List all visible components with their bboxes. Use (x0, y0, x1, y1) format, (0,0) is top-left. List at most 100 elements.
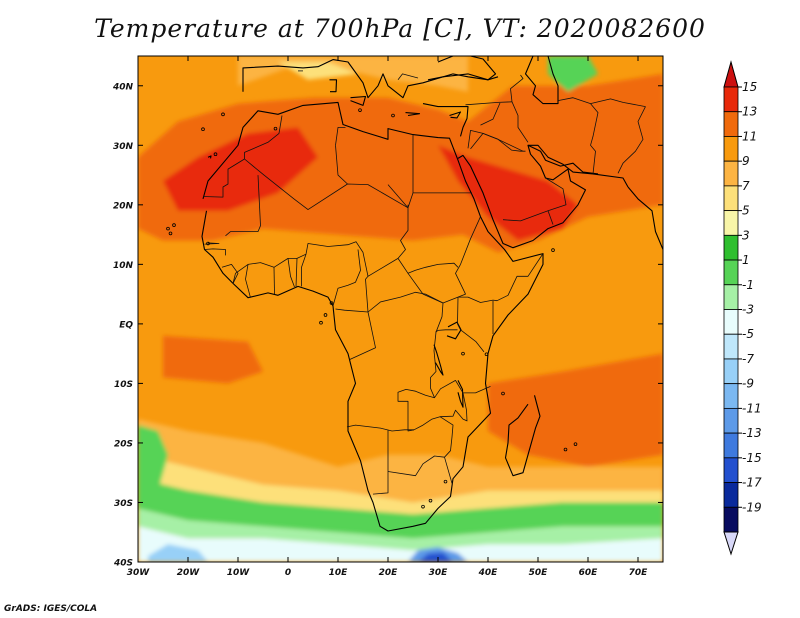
field-region-north-warm (278, 62, 358, 80)
border-b21 (413, 392, 468, 431)
lon-tick-label: 30W (127, 568, 151, 578)
colorbar-swatch (723, 383, 739, 409)
island-9 (443, 479, 448, 484)
border-b34 (465, 101, 513, 106)
island-1 (168, 231, 173, 236)
island-2 (172, 223, 176, 227)
coastline-sicily (350, 95, 367, 106)
coastline-crete (405, 112, 421, 117)
colorbar-swatch (723, 506, 739, 533)
island-14 (573, 442, 578, 446)
border-b37 (470, 132, 526, 152)
lat-tick-label: EQ (119, 320, 133, 330)
colorbar-label: -3 (742, 303, 754, 317)
field-region-south-darkblue (418, 552, 453, 562)
border-b38 (502, 177, 567, 222)
lon-tick-label: 20W (177, 568, 201, 578)
software-credit: GrADS: IGES/COLA (4, 604, 98, 614)
island-19 (206, 241, 210, 246)
border-b14 (367, 291, 444, 432)
coastline-africa (201, 101, 544, 532)
lon-tick-label: 70E (629, 568, 649, 578)
colorbar-swatch (723, 210, 739, 236)
coastline-cyprus (449, 111, 462, 119)
colorbar-label: -7 (742, 352, 754, 366)
colorbar-swatch (723, 309, 739, 335)
border-b27 (273, 267, 275, 295)
colorbar-swatch (723, 234, 739, 261)
coastline-persian-coast (527, 144, 599, 175)
colorbar-swatch (723, 185, 739, 212)
lat-tick-label: 20S (114, 439, 133, 449)
lat-tick-label: 40N (112, 82, 134, 92)
island-7 (421, 504, 425, 509)
field-region-indian-ocean-warm (488, 353, 663, 467)
island-10 (461, 351, 465, 356)
lon-tick-label: 30E (429, 568, 449, 578)
colorbar-swatch (723, 333, 739, 360)
border-b9 (397, 258, 459, 274)
field-region-south-cyan (138, 526, 663, 562)
colorbar-label: -15 (742, 451, 762, 465)
island-8 (428, 498, 433, 503)
coastline-mediterranean-north (242, 59, 499, 99)
island-6 (201, 127, 205, 132)
border-b40 (590, 103, 599, 174)
colorbar-label: 15 (742, 80, 757, 94)
border-b31 (245, 264, 251, 298)
island-11 (484, 352, 489, 357)
colorbar-swatch (723, 432, 739, 459)
border-b22 (439, 416, 454, 458)
colorbar-label: 13 (742, 105, 757, 119)
border-b28 (287, 258, 295, 288)
border-b24 (204, 248, 226, 256)
country-boundaries (166, 56, 663, 532)
lon-tick-label: 50E (529, 568, 549, 578)
border-b10 (458, 253, 544, 303)
border-b8 (407, 216, 481, 304)
colorbar-swatch (723, 160, 739, 187)
border-b20 (387, 455, 453, 484)
colorbar-label: 3 (742, 228, 750, 242)
colorbar-swatch (723, 111, 739, 137)
colorbar-label: -19 (742, 500, 762, 514)
coastline-levant (422, 103, 469, 137)
field-region-arabia-core (438, 145, 578, 241)
border-b4 (335, 145, 348, 185)
lat-tick-label: 20N (113, 201, 134, 211)
island-0 (166, 226, 170, 231)
coastline-caspian (524, 56, 559, 105)
border-b42 (557, 97, 646, 107)
colorbar-swatch (723, 457, 739, 483)
colorbar-label: -13 (742, 426, 762, 440)
border-b26 (225, 175, 261, 237)
colorbar-label: -9 (742, 377, 754, 391)
border-b43 (510, 74, 524, 102)
coastline-arabia (457, 144, 629, 249)
field-region-south-lightblue (148, 544, 208, 562)
island-3 (221, 112, 225, 117)
field-region-iran-cool (548, 56, 598, 92)
colorbar-swatch (723, 284, 739, 310)
island-17 (319, 320, 323, 325)
map-frame (137, 55, 664, 563)
border-b41 (617, 106, 646, 174)
colorbar-swatch (723, 358, 739, 385)
colorbar-swatch (723, 136, 739, 162)
border-b30 (301, 254, 307, 287)
border-b5 (412, 134, 472, 194)
field-region-southwest-green (138, 425, 168, 491)
lat-tick-label: 30N (113, 142, 134, 152)
colorbar-label: 9 (742, 154, 750, 168)
coastline-lake-tanganyika (433, 344, 444, 376)
colorbar-label: 5 (742, 204, 750, 218)
colorbar-swatch (723, 86, 739, 113)
lon-tick-label: 0 (285, 568, 291, 578)
colorbar-label: 7 (742, 179, 750, 193)
colorbar-label: -17 (742, 476, 762, 490)
border-b35 (480, 102, 501, 126)
border-b32 (221, 263, 239, 284)
island-21 (358, 108, 362, 112)
island-12 (501, 391, 505, 396)
lon-tick-label: 60E (579, 568, 599, 578)
